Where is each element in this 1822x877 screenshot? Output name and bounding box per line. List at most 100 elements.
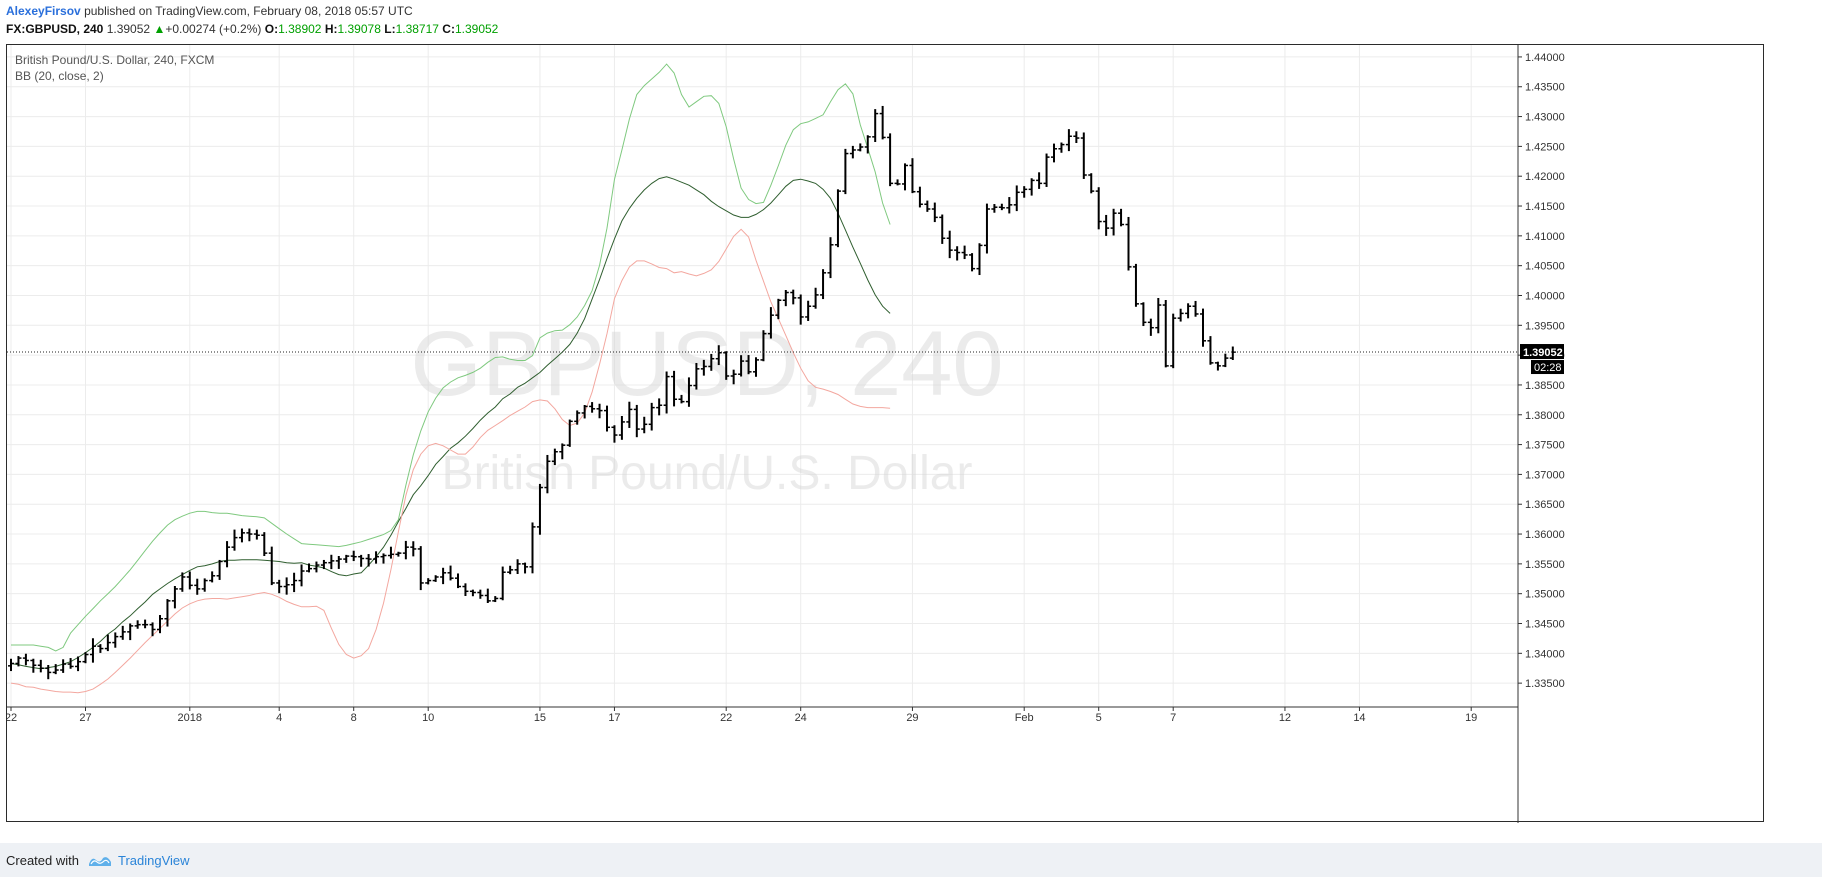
ohlc-bar — [395, 551, 402, 557]
ohlc-bar — [432, 575, 439, 582]
tradingview-logo-icon[interactable] — [88, 852, 112, 871]
ohlc-bar — [335, 555, 342, 569]
ohlc-bar — [730, 369, 737, 385]
time-tick-label: 22 — [7, 712, 17, 724]
ohlc-bar — [723, 351, 730, 380]
ohlc-bar — [1036, 172, 1043, 189]
ohlc-bar — [1065, 129, 1072, 152]
watermark-symbol: GBPUSD, 240 — [410, 313, 1003, 415]
price-tick-label: 1.43500 — [1525, 82, 1565, 94]
ohlc-bar — [261, 532, 268, 557]
price-chart[interactable]: GBPUSD, 240 British Pound/U.S. Dollar 1.… — [7, 45, 1765, 823]
ohlc-bar — [574, 410, 581, 425]
ohlc-bar — [127, 623, 134, 641]
ohlc-bar — [484, 588, 491, 604]
ohlc-bar — [209, 571, 216, 583]
price-tick-label: 1.33500 — [1525, 678, 1565, 690]
ohlc-bar — [1043, 153, 1050, 187]
ohlc-bar — [447, 565, 454, 581]
ohlc-bar — [60, 659, 67, 673]
price-tick-label: 1.38500 — [1525, 380, 1565, 392]
ohlc-bar — [536, 483, 543, 535]
ohlc-bar — [1110, 208, 1117, 236]
ohlc-bar — [380, 553, 387, 564]
chart-grid — [7, 45, 1518, 707]
ohlc-bar — [1140, 302, 1147, 327]
indicator-label[interactable]: BB (20, close, 2) — [15, 69, 104, 83]
ohlc-bar — [976, 243, 983, 276]
tradingview-link[interactable]: TradingView — [118, 853, 190, 868]
ohlc-bar — [1200, 308, 1206, 347]
ohlc-bar — [902, 163, 908, 191]
ohlc-bar — [820, 269, 827, 300]
ohlc-bar — [164, 599, 171, 627]
ohlc-bar — [328, 554, 335, 570]
ohlc-bar — [440, 567, 447, 585]
price-change: +0.00274 (+0.2%) — [165, 22, 262, 36]
ohlc-bar — [969, 253, 976, 272]
price-tick-label: 1.40000 — [1525, 290, 1565, 302]
chart-panel[interactable]: GBPUSD, 240 British Pound/U.S. Dollar 1.… — [6, 44, 1765, 823]
time-axis[interactable]: 22 27 2018 4 8 10 15 17 22 24 29 Feb 5 7 12 14 19 — [7, 706, 1518, 724]
time-tick-label: 14 — [1353, 712, 1365, 724]
price-tick-label: 1.41500 — [1525, 201, 1565, 213]
ohlc-bar — [671, 370, 678, 407]
price-tick-label: 1.36500 — [1525, 499, 1565, 511]
ohlc-bar — [1006, 197, 1013, 214]
ohlc-bar — [306, 563, 312, 573]
ohlc-bar — [1088, 173, 1095, 194]
ohlc-bar — [268, 546, 275, 586]
ohlc-bar — [171, 586, 178, 609]
time-tick-label: 29 — [906, 712, 918, 724]
ohlc-bar — [1073, 131, 1080, 144]
created-with-text: Created with — [6, 853, 79, 868]
ohlc-bar — [1162, 299, 1169, 368]
ohlc-bar — [946, 230, 953, 259]
ohlc-bar — [30, 658, 37, 673]
ohlc-bar — [1229, 346, 1236, 361]
ohlc-bar — [760, 330, 767, 362]
price-tick-label: 1.40500 — [1525, 261, 1565, 273]
time-tick-label: 24 — [795, 712, 807, 724]
price-axis[interactable]: 1.44000 1.43500 1.43000 1.42500 1.42000 1.415… — [1517, 45, 1565, 823]
chart-title: British Pound/U.S. Dollar, 240, FXCM — [15, 53, 214, 67]
ohlc-bar — [194, 578, 201, 595]
up-arrow-icon: ▲ — [153, 22, 166, 36]
time-tick-label: 8 — [351, 712, 357, 724]
ohlc-bar — [22, 653, 29, 666]
author-link[interactable]: AlexeyFirsov — [6, 4, 81, 18]
ohlc-bar — [678, 394, 685, 404]
price-tick-label: 1.38000 — [1525, 410, 1565, 422]
ohlc-bar — [104, 634, 111, 652]
ohlc-bar — [648, 402, 655, 431]
ohlc-bar — [685, 377, 692, 407]
price-tag-box — [1520, 344, 1564, 360]
watermark-name: British Pound/U.S. Dollar — [442, 447, 973, 500]
ohlc-bar — [924, 200, 931, 212]
ohlc-bar — [283, 577, 290, 595]
ohlc-bar — [97, 644, 104, 653]
price-tick-label: 1.42500 — [1525, 141, 1565, 153]
ohlc-bar — [417, 546, 424, 591]
ohlc-bar — [373, 551, 380, 564]
ohlc-bar — [1192, 300, 1199, 317]
ohlc-bar — [52, 664, 59, 675]
ohlc-bar — [253, 529, 260, 540]
ohlc-bar — [37, 659, 44, 673]
ohlc-bar — [715, 345, 722, 366]
ohlc-bar — [872, 109, 879, 142]
ohlc-bar — [1214, 361, 1221, 371]
ohlc-bar — [1103, 214, 1110, 236]
ohlc-bar — [611, 425, 618, 443]
ohlc-bar — [909, 158, 916, 194]
ohlc-bar — [700, 359, 707, 376]
ohlc-bar — [313, 561, 320, 573]
price-tick-label: 1.44000 — [1525, 52, 1565, 64]
ohlc-bar — [8, 658, 14, 672]
ohlc-bar — [745, 355, 752, 375]
ohlc-bar — [581, 405, 588, 419]
ohlc-bar — [507, 565, 514, 575]
price-tick-label: 1.37500 — [1525, 440, 1565, 452]
ohlc-bar — [551, 448, 558, 466]
ohlc-bar — [320, 559, 327, 570]
